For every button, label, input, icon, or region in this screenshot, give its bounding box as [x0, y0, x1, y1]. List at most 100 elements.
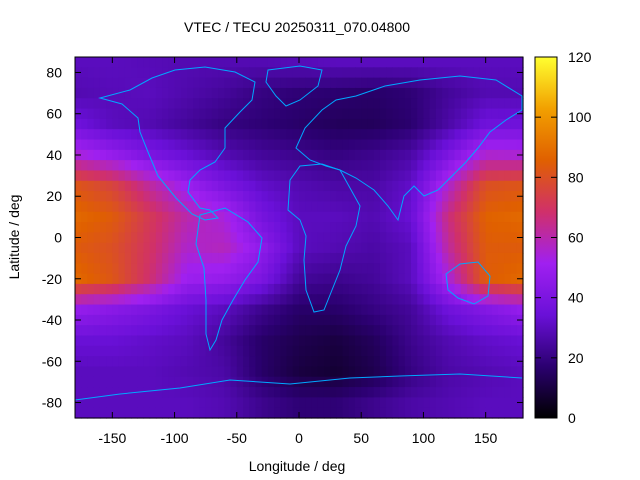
heatmap-cell — [261, 118, 269, 130]
heatmap-cell — [367, 304, 375, 316]
heatmap-cell — [174, 201, 182, 213]
heatmap-cell — [299, 211, 306, 223]
heatmap-cell — [442, 242, 449, 254]
heatmap-cell — [323, 118, 331, 130]
heatmap-cell — [317, 87, 325, 99]
heatmap-cell — [267, 335, 275, 347]
heatmap-cell — [118, 160, 126, 172]
heatmap-cell — [211, 139, 219, 151]
heatmap-cell — [180, 139, 188, 151]
heatmap-cell — [317, 335, 325, 347]
heatmap-cell — [417, 149, 425, 161]
heatmap-cell — [155, 325, 163, 337]
heatmap-cell — [218, 180, 225, 192]
heatmap-cell — [211, 57, 219, 68]
heatmap-cell — [348, 139, 356, 151]
coastlines — [74, 65, 523, 401]
heatmap-cell — [149, 283, 157, 295]
heatmap-cell — [286, 77, 294, 89]
heatmap-cell — [292, 304, 300, 316]
heatmap-cell — [168, 129, 176, 141]
heatmap-cell — [330, 325, 337, 337]
heatmap-cell — [311, 376, 319, 388]
heatmap-cell — [336, 376, 344, 388]
heatmap-cell — [299, 87, 306, 99]
heatmap-cell — [267, 294, 275, 306]
heatmap-cell — [75, 139, 82, 151]
heatmap-cell — [205, 242, 213, 254]
heatmap-cell — [124, 345, 132, 357]
heatmap-cell — [274, 325, 281, 337]
coastline-south-america — [195, 207, 263, 352]
heatmap-cell — [361, 67, 369, 79]
heatmap-cell — [112, 397, 120, 409]
heatmap-cell — [224, 108, 232, 120]
heatmap-cell — [168, 211, 176, 223]
heatmap-cell — [292, 118, 300, 130]
heatmap-cell — [249, 232, 257, 244]
heatmap-cell — [81, 180, 89, 192]
heatmap-cell — [218, 345, 225, 357]
heatmap-cell — [230, 376, 238, 388]
heatmap-cell — [467, 366, 474, 378]
heatmap-cell — [124, 118, 132, 130]
x-axis-ticks: -150 -100 -50 0 50 100 150 — [98, 57, 498, 446]
heatmap-cell — [317, 222, 325, 233]
heatmap-cell — [211, 242, 219, 254]
heatmap-cell — [448, 407, 456, 419]
heatmap-cell — [454, 242, 462, 254]
heatmap-cell — [211, 180, 219, 192]
heatmap-cell — [479, 366, 487, 378]
heatmap-cell — [168, 294, 176, 306]
heatmap-cell — [305, 191, 313, 202]
heatmap-cell — [417, 67, 425, 79]
heatmap-cell — [75, 57, 82, 68]
heatmap-cell — [211, 407, 219, 419]
heatmap-cell — [155, 57, 163, 68]
heatmap-cell — [504, 273, 512, 285]
heatmap-cell — [187, 87, 194, 99]
heatmap-cell — [124, 314, 132, 326]
heatmap-cell — [249, 129, 257, 141]
heatmap-cell — [435, 139, 443, 151]
heatmap-cell — [373, 252, 381, 264]
heatmap-cell — [211, 191, 219, 202]
heatmap-cell — [361, 191, 369, 202]
heatmap-cell — [187, 57, 194, 68]
heatmap-cell — [435, 263, 443, 275]
heatmap-cell — [143, 201, 151, 213]
heatmap-cell — [479, 160, 487, 172]
heatmap-cell — [398, 252, 406, 264]
heatmap-cell — [267, 273, 275, 285]
heatmap-cell — [460, 87, 468, 99]
heatmap-cell — [423, 345, 431, 357]
heatmap-cell — [305, 139, 313, 151]
heatmap-cell — [155, 366, 163, 378]
heatmap-cell — [417, 387, 425, 398]
heatmap-cell — [187, 201, 194, 213]
heatmap-cell — [336, 366, 344, 378]
heatmap-cell — [255, 263, 263, 275]
heatmap-cell — [124, 242, 132, 254]
heatmap-cell — [131, 129, 138, 141]
heatmap-cell — [435, 222, 443, 233]
heatmap-cell — [286, 283, 294, 295]
heatmap-cell — [429, 129, 437, 141]
heatmap-cell — [417, 376, 425, 388]
heatmap-cell — [311, 304, 319, 316]
heatmap-cell — [411, 387, 418, 398]
heatmap-cell — [398, 387, 406, 398]
heatmap-cell — [211, 387, 219, 398]
heatmap-cell — [336, 356, 344, 368]
heatmap-cell — [249, 252, 257, 264]
heatmap-cell — [149, 222, 157, 233]
heatmap-cell — [261, 67, 269, 79]
heatmap-cell — [280, 242, 288, 254]
heatmap-cell — [485, 397, 493, 409]
heatmap-cell — [199, 252, 207, 264]
heatmap-cell — [473, 222, 481, 233]
heatmap-cell — [106, 87, 113, 99]
heatmap-cell — [87, 129, 95, 141]
heatmap-cell — [187, 129, 194, 141]
heatmap-cell — [373, 160, 381, 172]
